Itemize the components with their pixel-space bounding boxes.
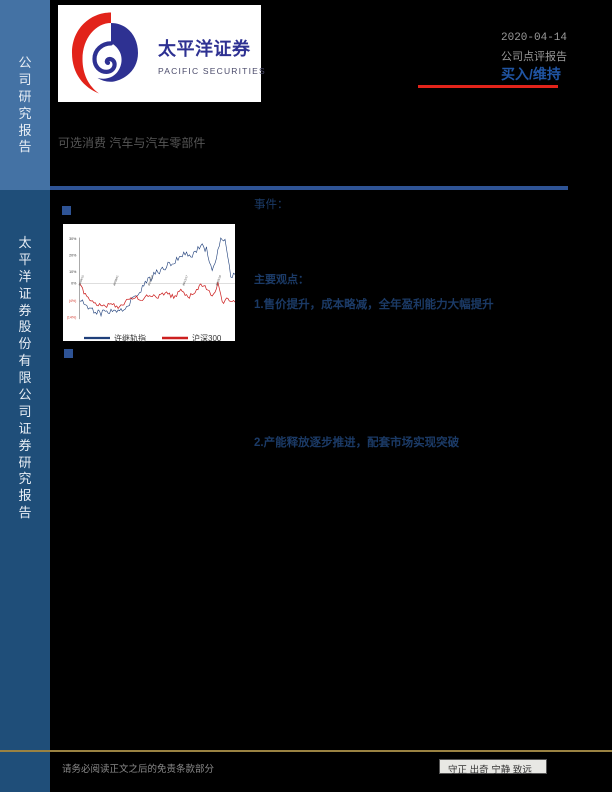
svg-text:许继轨指: 许继轨指 [114, 333, 146, 343]
svg-text:19/04/15: 19/04/15 [77, 274, 85, 286]
svg-text:(14%): (14%) [67, 316, 77, 320]
svg-text:20/03/18: 20/03/18 [215, 274, 223, 286]
svg-text:10%: 10% [69, 270, 77, 274]
svg-text:沪深300: 沪深300 [192, 333, 222, 343]
svg-text:0%: 0% [71, 282, 77, 286]
svg-text:19/10/09: 19/10/09 [147, 274, 155, 286]
svg-text:20%: 20% [69, 253, 77, 257]
svg-text:19/12/17: 19/12/17 [181, 274, 189, 286]
svg-text:19/08/01: 19/08/01 [112, 274, 120, 286]
svg-text:30%: 30% [69, 237, 77, 241]
svg-text:(4%): (4%) [69, 299, 77, 303]
